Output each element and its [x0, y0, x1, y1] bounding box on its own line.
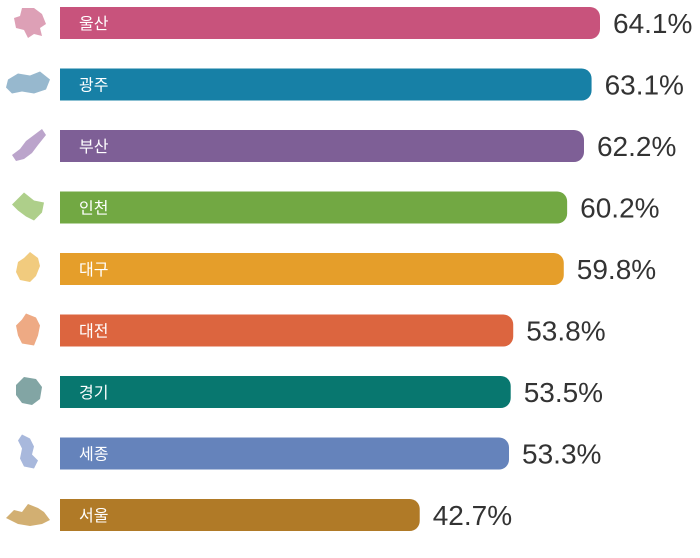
- bar: [60, 499, 420, 531]
- category-label: 경기: [79, 383, 108, 402]
- bar: [60, 437, 510, 470]
- bar: [60, 376, 511, 408]
- bar: [60, 253, 564, 285]
- value-label: 63.1%: [605, 70, 684, 101]
- gwangju-map-icon: [6, 71, 50, 94]
- bar-left-edge: [60, 7, 72, 39]
- bar: [60, 68, 592, 101]
- value-label: 53.3%: [522, 439, 601, 470]
- incheon-map-icon: [12, 192, 44, 221]
- category-label: 세종: [79, 445, 108, 464]
- ulsan-map-icon: [14, 8, 46, 38]
- region-icons: [6, 8, 50, 526]
- bars: [60, 7, 600, 531]
- value-label: 60.2%: [580, 193, 659, 224]
- bar-left-edge: [60, 68, 72, 101]
- daegu-map-icon: [16, 252, 40, 282]
- bar-left-edge: [60, 376, 72, 408]
- value-label: 42.7%: [433, 500, 512, 531]
- category-label: 대구: [79, 260, 108, 279]
- bar: [60, 191, 568, 224]
- seoul-map-icon: [6, 504, 50, 526]
- category-label: 대전: [79, 322, 108, 341]
- value-label: 59.8%: [577, 254, 656, 285]
- daejeon-map-icon: [16, 313, 40, 346]
- bar-left-edge: [60, 499, 72, 531]
- category-label: 울산: [79, 14, 109, 33]
- bar: [60, 314, 514, 347]
- value-label: 53.8%: [526, 316, 605, 347]
- gyeonggi-map-icon: [16, 377, 42, 405]
- bar-left-edge: [60, 130, 72, 162]
- sejong-map-icon: [18, 434, 38, 469]
- bar: [60, 7, 600, 39]
- bar-left-edge: [60, 191, 72, 224]
- value-label: 64.1%: [613, 8, 692, 39]
- category-label: 광주: [79, 76, 108, 95]
- bar-left-edge: [60, 437, 72, 470]
- value-labels: 64.1% 63.1% 62.2% 60.2% 59.8% 53.8% 53.5% 53.3%…: [433, 8, 693, 531]
- bar-left-edge: [60, 253, 72, 285]
- value-label: 62.2%: [597, 131, 676, 162]
- category-label: 인천: [79, 199, 108, 218]
- bar: [60, 130, 584, 162]
- busan-map-icon: [12, 129, 46, 161]
- value-label: 53.5%: [524, 377, 603, 408]
- bar-left-edge: [60, 314, 72, 347]
- category-label: 부산: [79, 137, 109, 156]
- category-label: 서울: [79, 506, 108, 525]
